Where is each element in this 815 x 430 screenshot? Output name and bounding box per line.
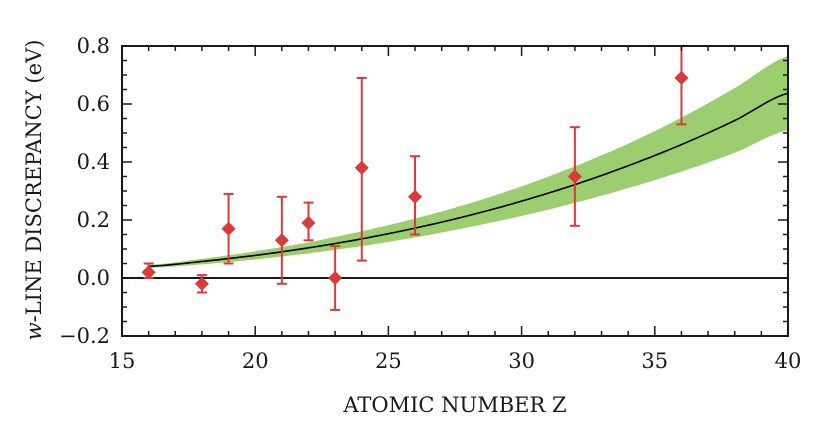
data-point-3 bbox=[221, 192, 236, 265]
tick-labels-layer: 15 20 25 30 35 40 −0.2 0.0 0.2 0.4 0.6 0.8 bbox=[59, 34, 801, 373]
fit-curve bbox=[148, 92, 789, 268]
data-point-5 bbox=[301, 201, 316, 242]
data-point-10 bbox=[674, 45, 689, 126]
data-point-4 bbox=[274, 195, 289, 285]
plot-frame bbox=[121, 45, 789, 337]
y-tick-label: 0.4 bbox=[77, 150, 110, 174]
x-tick-label: 40 bbox=[775, 349, 802, 373]
y-axis-title-italic: w bbox=[22, 322, 46, 340]
fit-curve-layer bbox=[148, 92, 789, 268]
y-tick-label: 0.6 bbox=[77, 92, 110, 116]
x-tick-label: 30 bbox=[508, 349, 535, 373]
x-axis-title: ATOMIC NUMBER Z bbox=[342, 393, 566, 417]
x-tick-label: 25 bbox=[375, 349, 402, 373]
y-tick-label: 0.8 bbox=[77, 34, 110, 58]
data-point-2 bbox=[194, 274, 209, 294]
data-point-8 bbox=[408, 155, 423, 236]
diamond-marker bbox=[141, 265, 156, 280]
confidence-band-layer bbox=[148, 56, 788, 268]
diamond-marker bbox=[194, 276, 209, 291]
ticks-layer bbox=[121, 45, 789, 337]
diamond-marker bbox=[408, 189, 423, 204]
confidence-band bbox=[148, 56, 788, 268]
y-axis-title: w-LINE DISCREPANCY (eV) bbox=[22, 40, 46, 341]
data-point-7 bbox=[354, 76, 369, 262]
y-tick-label: 0.0 bbox=[77, 266, 110, 290]
y-axis-title-rest: -LINE DISCREPANCY (eV) bbox=[22, 40, 46, 323]
diamond-marker bbox=[328, 271, 343, 285]
diamond-marker bbox=[221, 221, 236, 236]
data-point-1 bbox=[141, 262, 156, 280]
data-point-6 bbox=[328, 245, 343, 311]
diamond-marker bbox=[301, 215, 316, 230]
diamond-marker bbox=[274, 233, 289, 248]
data-points-layer bbox=[141, 45, 689, 311]
x-tick-label: 35 bbox=[641, 349, 668, 373]
diamond-marker bbox=[567, 169, 582, 184]
data-point-9 bbox=[567, 126, 582, 227]
axes-layer bbox=[121, 45, 789, 337]
x-tick-label: 15 bbox=[109, 349, 136, 373]
diamond-marker bbox=[354, 160, 369, 175]
diamond-marker bbox=[674, 70, 689, 85]
y-tick-label: 0.2 bbox=[77, 208, 110, 232]
x-tick-label: 20 bbox=[242, 349, 269, 373]
y-tick-label: −0.2 bbox=[59, 324, 110, 348]
